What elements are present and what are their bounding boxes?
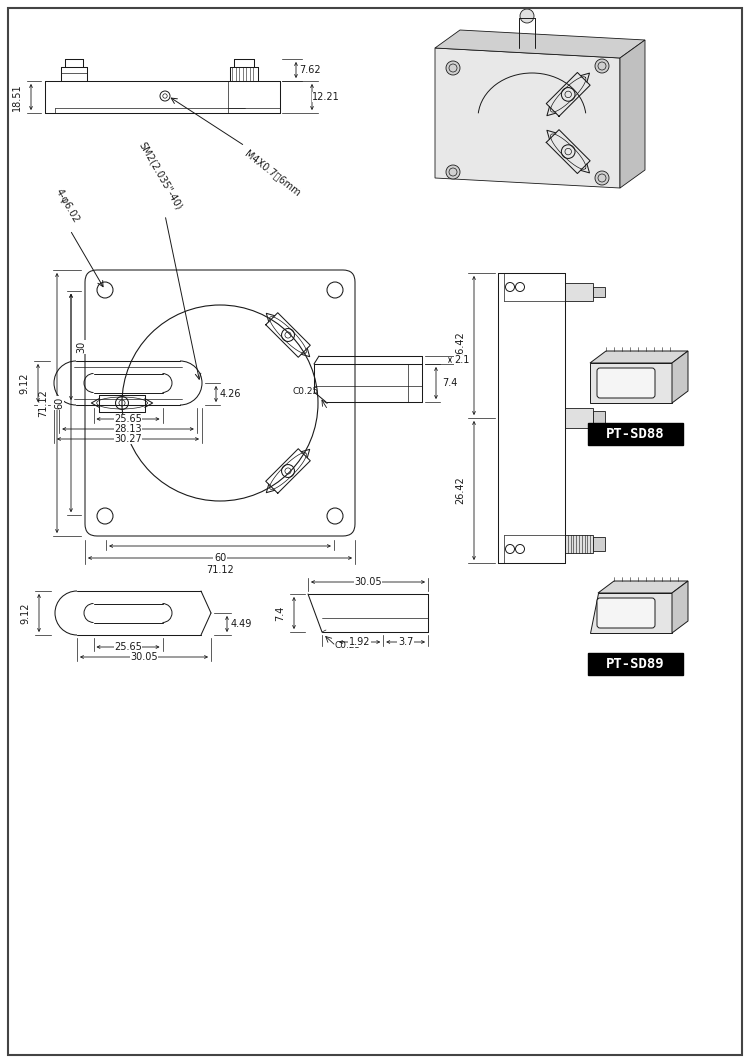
FancyBboxPatch shape: [597, 598, 655, 628]
Polygon shape: [590, 593, 672, 632]
Text: 71.12: 71.12: [206, 566, 234, 575]
Text: 9.12: 9.12: [20, 603, 30, 624]
Polygon shape: [435, 30, 645, 58]
Text: 1.92: 1.92: [349, 637, 370, 647]
Polygon shape: [672, 351, 688, 403]
Text: PT-SD89: PT-SD89: [606, 657, 664, 671]
Text: 3.7: 3.7: [398, 637, 413, 647]
Circle shape: [446, 61, 460, 75]
Text: 4.49: 4.49: [230, 619, 252, 629]
Text: 60: 60: [214, 553, 226, 563]
Circle shape: [595, 171, 609, 185]
Text: 18.51: 18.51: [12, 83, 22, 111]
Text: 4-φ6.02: 4-φ6.02: [53, 187, 81, 225]
Text: 30.27: 30.27: [114, 434, 142, 444]
Text: SM2(2.035"-40): SM2(2.035"-40): [136, 140, 184, 212]
Text: C0.25: C0.25: [292, 387, 318, 396]
Bar: [590, 362, 672, 403]
Bar: [593, 287, 605, 297]
Text: 30.05: 30.05: [130, 652, 158, 662]
Text: 26.42: 26.42: [455, 332, 465, 359]
Text: 26.42: 26.42: [455, 476, 465, 504]
Circle shape: [595, 60, 609, 73]
Bar: [588, 653, 683, 675]
Text: 7.4: 7.4: [442, 378, 458, 388]
Text: 4.26: 4.26: [219, 389, 241, 399]
Text: 25.65: 25.65: [114, 642, 142, 652]
Text: 71.12: 71.12: [38, 389, 48, 417]
Circle shape: [520, 9, 534, 23]
FancyBboxPatch shape: [597, 368, 655, 398]
Polygon shape: [435, 48, 620, 188]
Bar: [565, 535, 593, 553]
Text: 2.1: 2.1: [454, 355, 470, 365]
Bar: [593, 537, 605, 551]
Text: 30.05: 30.05: [354, 577, 382, 587]
Text: PT-SD88: PT-SD88: [606, 427, 664, 441]
Polygon shape: [672, 581, 688, 632]
Bar: [593, 411, 605, 425]
Text: M4X0.7深6mm: M4X0.7深6mm: [243, 148, 302, 198]
Text: 9.12: 9.12: [19, 372, 29, 393]
Text: 60: 60: [54, 396, 64, 409]
Polygon shape: [590, 351, 688, 362]
Bar: [565, 283, 593, 301]
Text: 25.65: 25.65: [114, 414, 142, 424]
Text: 30: 30: [76, 341, 86, 353]
Text: 7.4: 7.4: [275, 605, 285, 621]
Text: 7.62: 7.62: [299, 65, 321, 75]
Text: 28.13: 28.13: [114, 424, 142, 434]
Text: 12.21: 12.21: [312, 92, 340, 102]
Circle shape: [446, 165, 460, 179]
Polygon shape: [598, 581, 688, 593]
Bar: [588, 423, 683, 445]
Polygon shape: [620, 40, 645, 188]
Bar: [565, 408, 593, 428]
Text: C0.25: C0.25: [334, 641, 360, 649]
